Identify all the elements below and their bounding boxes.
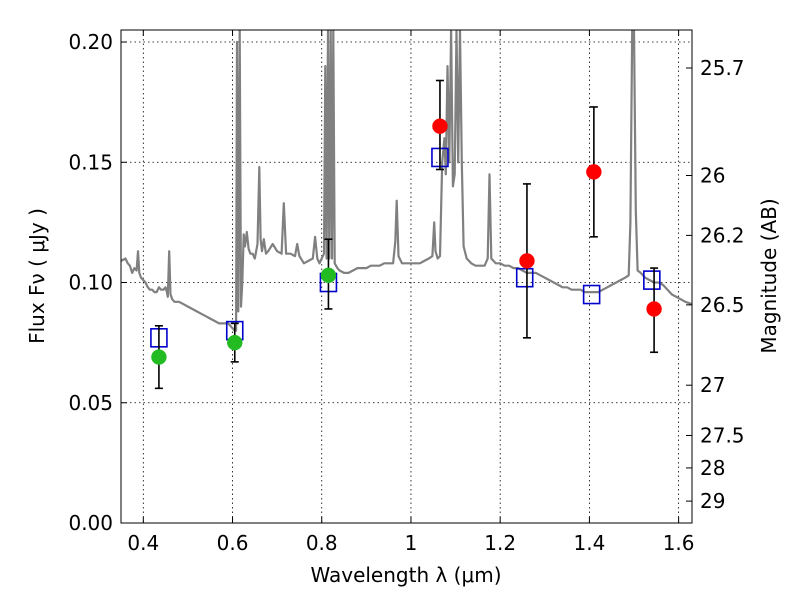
y-tick-label: 0.15 [68, 150, 113, 174]
right-axis-label: Magnitude (AB) [757, 198, 781, 353]
detection-point [586, 164, 602, 180]
x-tick-label: 1 [405, 531, 418, 555]
right-tick-label: 26.5 [700, 293, 745, 317]
sed-model-line [121, 30, 692, 332]
right-tick-label: 26.2 [700, 223, 745, 247]
right-tick-label: 25.7 [700, 56, 745, 80]
detection-point [227, 334, 243, 351]
x-tick-label: 0.8 [306, 531, 338, 555]
detection-point [320, 267, 337, 284]
y-tick-label: 0.05 [68, 391, 113, 415]
x-tick-label: 1.6 [663, 531, 695, 555]
right-tick-label: 28 [700, 456, 725, 480]
right-tick-label: 29 [700, 489, 725, 513]
y-tick-label: 0.20 [68, 30, 113, 54]
model-photometry-square [515, 267, 534, 288]
plot-frame [120, 29, 693, 524]
y-tick-label: 0.10 [68, 271, 113, 295]
y-axis-label: Flux Fν ( μJy ) [25, 208, 49, 344]
x-tick-label: 1.2 [484, 531, 516, 555]
x-axis-label: Wavelength λ (μm) [310, 563, 501, 587]
x-tick-label: 1.4 [573, 531, 605, 555]
model-photometry-square [582, 284, 601, 305]
right-tick-label: 26 [700, 163, 725, 187]
detection-point [646, 301, 662, 317]
ticks-layer: 0.4 0.6 0.8 1 1.2 1.4 1.6 0.00 0.05 0.10 0.15 0.20 2… [68, 30, 745, 555]
y-tick-label: 0.00 [68, 511, 113, 535]
right-tick-label: 27.5 [700, 423, 745, 447]
detection-point [519, 253, 535, 269]
x-tick-label: 0.4 [127, 531, 159, 555]
detection-point [432, 118, 448, 134]
model-photometry-square [643, 270, 661, 290]
right-tick-label: 27 [700, 373, 725, 397]
x-tick-label: 0.6 [217, 531, 249, 555]
detection-point [151, 349, 167, 365]
plot-area [121, 30, 692, 390]
